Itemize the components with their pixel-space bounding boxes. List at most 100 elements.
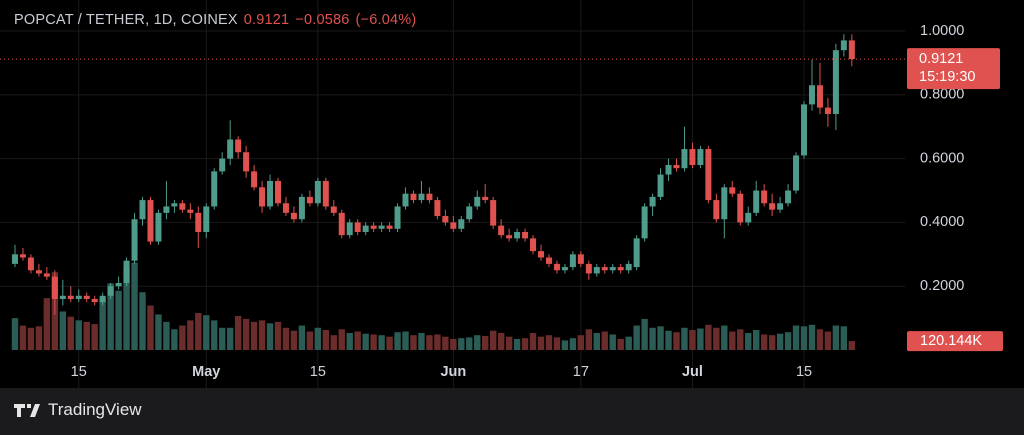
volume-bar xyxy=(752,330,760,350)
volume-bar xyxy=(266,323,274,350)
volume-bar xyxy=(729,331,736,350)
candle-body xyxy=(625,263,632,271)
candle-body xyxy=(609,267,616,271)
candle-body xyxy=(793,155,800,191)
y-tick-label: 0.6000 xyxy=(920,150,964,166)
countdown-label: 15:19:30 xyxy=(919,69,975,85)
candle-body xyxy=(713,200,720,220)
candle-body xyxy=(378,225,385,229)
y-tick-label: 1.0000 xyxy=(920,23,964,39)
volume-bar xyxy=(665,330,672,350)
candle-body xyxy=(840,40,847,51)
x-tick-label: 15 xyxy=(310,364,326,380)
candle-body xyxy=(107,286,114,296)
candle-body xyxy=(75,295,82,299)
price-change: −0.0586 xyxy=(295,12,350,28)
candle-body xyxy=(290,212,297,220)
candle-body xyxy=(458,219,465,229)
volume-bar xyxy=(553,337,561,350)
candle-body xyxy=(466,206,473,220)
candle-body xyxy=(251,171,258,188)
candle-body xyxy=(338,212,345,236)
candle-body xyxy=(761,190,768,204)
candle-body xyxy=(27,257,34,271)
volume-bar xyxy=(768,335,776,350)
volume-bar xyxy=(306,331,314,350)
candle-body xyxy=(673,165,680,169)
volume-bar xyxy=(195,312,202,350)
volume-bar xyxy=(314,327,322,350)
candle-body xyxy=(362,225,369,232)
candle-body xyxy=(434,200,441,217)
header: POPCAT / TETHER, 1D, COINEX 0.9121 −0.0586… xyxy=(14,12,416,28)
y-tick-label: 0.2000 xyxy=(920,278,964,294)
x-tick-label: 17 xyxy=(573,364,589,380)
volume-bar xyxy=(211,320,218,350)
volume-bar xyxy=(179,325,186,350)
volume-bar xyxy=(354,331,361,350)
volume-bar xyxy=(27,327,35,350)
candle-body xyxy=(593,267,600,274)
volume-bar xyxy=(617,338,624,350)
candle-body xyxy=(801,104,808,156)
candle-body xyxy=(569,254,576,268)
volume-bar xyxy=(234,315,242,350)
candle-body xyxy=(59,295,66,299)
volume-bar xyxy=(641,318,648,350)
brand-name[interactable]: TradingView xyxy=(48,400,142,419)
volume-bar xyxy=(808,324,816,350)
candle-body xyxy=(490,200,497,226)
volume-bar xyxy=(442,336,449,350)
volume-bar xyxy=(593,332,600,350)
candle-body xyxy=(689,149,696,166)
volume-bar xyxy=(11,318,19,350)
candle-body xyxy=(203,206,210,232)
candle-body xyxy=(522,231,529,239)
volume-bar xyxy=(418,332,425,350)
candle-body xyxy=(83,295,90,299)
volume-bar xyxy=(258,320,266,350)
candle-body xyxy=(235,139,242,153)
axes: 0.2000 0.4000 0.6000 0.8000 1.0000 15 May 15 Jun… xyxy=(71,23,1003,380)
candle-body xyxy=(131,219,138,261)
volume-bar xyxy=(466,337,473,350)
volume-bar xyxy=(282,327,290,350)
volume-bar xyxy=(609,334,616,350)
candle-body xyxy=(259,187,266,207)
volume-bar xyxy=(274,321,282,350)
volume-bar xyxy=(545,335,553,350)
candle-body xyxy=(617,267,624,271)
volume-bar xyxy=(330,335,337,350)
volume-bar xyxy=(832,325,840,350)
volume-bar xyxy=(673,332,680,350)
candle-body xyxy=(808,85,815,105)
candle-body xyxy=(777,203,784,210)
volume-bar xyxy=(203,315,210,350)
volume-bar xyxy=(386,336,393,350)
volume-bar xyxy=(123,268,130,350)
volume-bar xyxy=(131,262,138,350)
symbol-title: POPCAT / TETHER, 1D, COINEX xyxy=(14,12,238,28)
candle-body xyxy=(769,203,776,210)
candle-body xyxy=(745,212,752,223)
volume-bar xyxy=(99,298,106,350)
candle-body xyxy=(219,158,226,172)
candle-body xyxy=(585,263,592,274)
volume-bar xyxy=(19,325,27,350)
volume-bar xyxy=(513,338,521,350)
volume-bar xyxy=(75,320,82,350)
candle-body xyxy=(274,180,281,204)
candle-body xyxy=(282,203,289,213)
candle-body xyxy=(450,222,457,229)
volume-bar xyxy=(378,335,385,350)
candle-body xyxy=(267,180,274,207)
volume-bar xyxy=(537,336,545,350)
volume-bar xyxy=(107,283,114,350)
footer[interactable]: TradingView xyxy=(14,400,142,420)
volume-label-box xyxy=(907,331,1003,352)
volume-bar xyxy=(713,327,720,350)
volume-bar xyxy=(394,332,401,350)
candle-body xyxy=(115,283,122,287)
volume-bar xyxy=(649,327,656,350)
